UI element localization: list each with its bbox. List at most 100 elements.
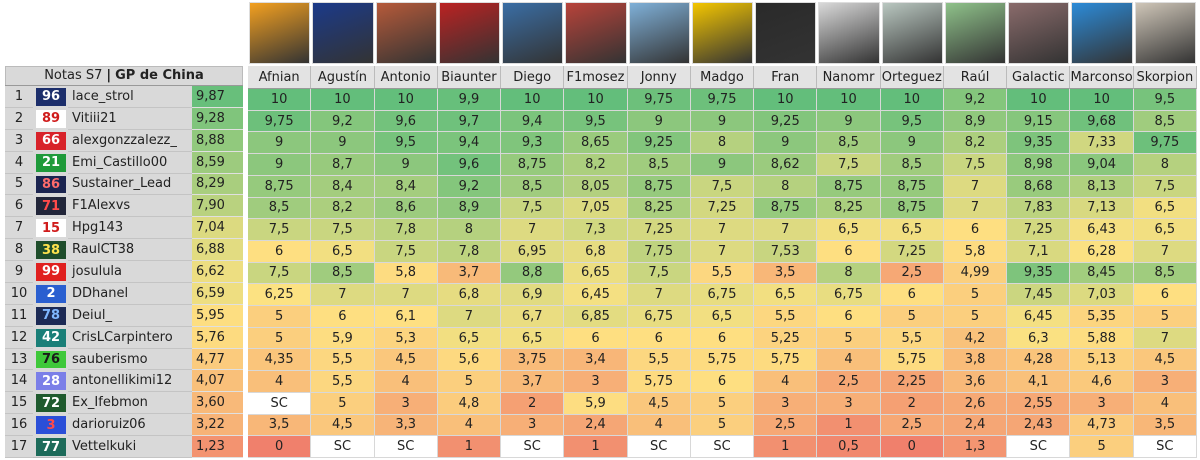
judge-name: Raúl [943, 66, 1008, 89]
score: 9 [311, 132, 375, 155]
car-number: 77 [36, 438, 66, 456]
score: 9,75 [690, 89, 755, 111]
score: 8,98 [1007, 154, 1071, 176]
score: 9,9 [437, 89, 502, 111]
score: 7 [311, 284, 375, 307]
score: 3,75 [501, 349, 565, 372]
score: 8,7 [311, 154, 375, 176]
score: 9,6 [437, 154, 502, 176]
header-text: Notas S7 [44, 68, 103, 83]
score: 9 [754, 132, 818, 155]
score: 6,5 [437, 327, 502, 350]
score: 7 [1133, 327, 1197, 350]
score: 8 [437, 219, 502, 241]
score: 8,5 [817, 132, 881, 155]
car-number: 42 [36, 328, 66, 347]
score: 2,4 [943, 414, 1008, 437]
score: 7,25 [880, 240, 944, 263]
driver-name: antonellikimi12 [68, 370, 192, 393]
score: 5,3 [374, 327, 438, 350]
score: 7,5 [248, 262, 312, 285]
score: 8,5 [627, 154, 691, 176]
score: 6,95 [501, 240, 565, 263]
score: 7 [501, 219, 565, 241]
position: 3 [5, 129, 33, 152]
score: 6,75 [690, 284, 755, 307]
score: 8,75 [880, 175, 944, 198]
judge-name: Marconso [1070, 66, 1134, 89]
score: 10 [817, 89, 881, 111]
score: 8 [1133, 154, 1197, 176]
car-number: 15 [36, 219, 66, 238]
score: 5,13 [1070, 349, 1134, 372]
score: 6,9 [501, 284, 565, 307]
score: 4,5 [374, 349, 438, 372]
score: 7,5 [374, 240, 438, 263]
score: 2,25 [880, 371, 944, 393]
score: 8,5 [880, 154, 944, 176]
car-number: 3 [36, 416, 66, 435]
car-number: 78 [36, 306, 66, 325]
score: 9,2 [311, 110, 375, 133]
score: 7 [1133, 240, 1197, 263]
score: 8,8 [501, 262, 565, 285]
score: 7,5 [248, 219, 312, 241]
score: 10 [1007, 89, 1071, 111]
average: 8,88 [192, 129, 243, 152]
car-number: 28 [36, 372, 66, 391]
position: 12 [5, 326, 33, 349]
score: 6,75 [817, 284, 881, 307]
car-number: 21 [36, 153, 66, 172]
score: 7,13 [1070, 197, 1134, 220]
judge-name: Agustín [311, 66, 375, 89]
average: 7,04 [192, 217, 243, 240]
score: 3 [501, 414, 565, 437]
score: 10 [374, 89, 438, 111]
average: 4,77 [192, 348, 243, 371]
position: 10 [5, 282, 33, 305]
position: 11 [5, 304, 33, 327]
score: SC [311, 436, 375, 458]
score: 7,5 [501, 197, 565, 220]
score: 4,99 [943, 262, 1008, 285]
driver-name: sauberismo [68, 348, 192, 371]
score: 1 [564, 436, 628, 458]
score: 2,6 [943, 392, 1008, 415]
score: 7,05 [564, 197, 628, 220]
score: 4,28 [1007, 349, 1071, 372]
score: 7,3 [564, 219, 628, 241]
position: 6 [5, 195, 33, 218]
score: 7 [627, 284, 691, 307]
score: 3,6 [943, 371, 1008, 393]
score: 8,5 [501, 175, 565, 198]
score: 4 [627, 414, 691, 437]
score: 7,5 [690, 175, 755, 198]
score: 2,4 [564, 414, 628, 437]
score: 6 [690, 371, 755, 393]
score: 9 [690, 154, 755, 176]
score: 6,75 [627, 306, 691, 328]
score: 7,25 [627, 219, 691, 241]
score: 8,75 [627, 175, 691, 198]
score: 5 [311, 392, 375, 415]
score: 7,83 [1007, 197, 1071, 220]
score: 9,15 [1007, 110, 1071, 133]
score: 7,45 [1007, 284, 1071, 307]
score: 4 [817, 349, 881, 372]
score: 10 [501, 89, 565, 111]
score: 9 [880, 132, 944, 155]
judge-avatar [944, 2, 1007, 64]
score: 7,5 [311, 219, 375, 241]
score: 8,65 [564, 132, 628, 155]
score: SC [374, 436, 438, 458]
score: 3 [564, 371, 628, 393]
score: 5,75 [627, 371, 691, 393]
score: 4,5 [1133, 349, 1197, 372]
score: 5 [943, 284, 1008, 307]
score: 5,5 [880, 327, 944, 350]
driver-name: Deiul_ [68, 304, 192, 327]
score: 5,5 [754, 306, 818, 328]
score: 7 [374, 284, 438, 307]
driver-name: Hpg143 [68, 217, 192, 240]
